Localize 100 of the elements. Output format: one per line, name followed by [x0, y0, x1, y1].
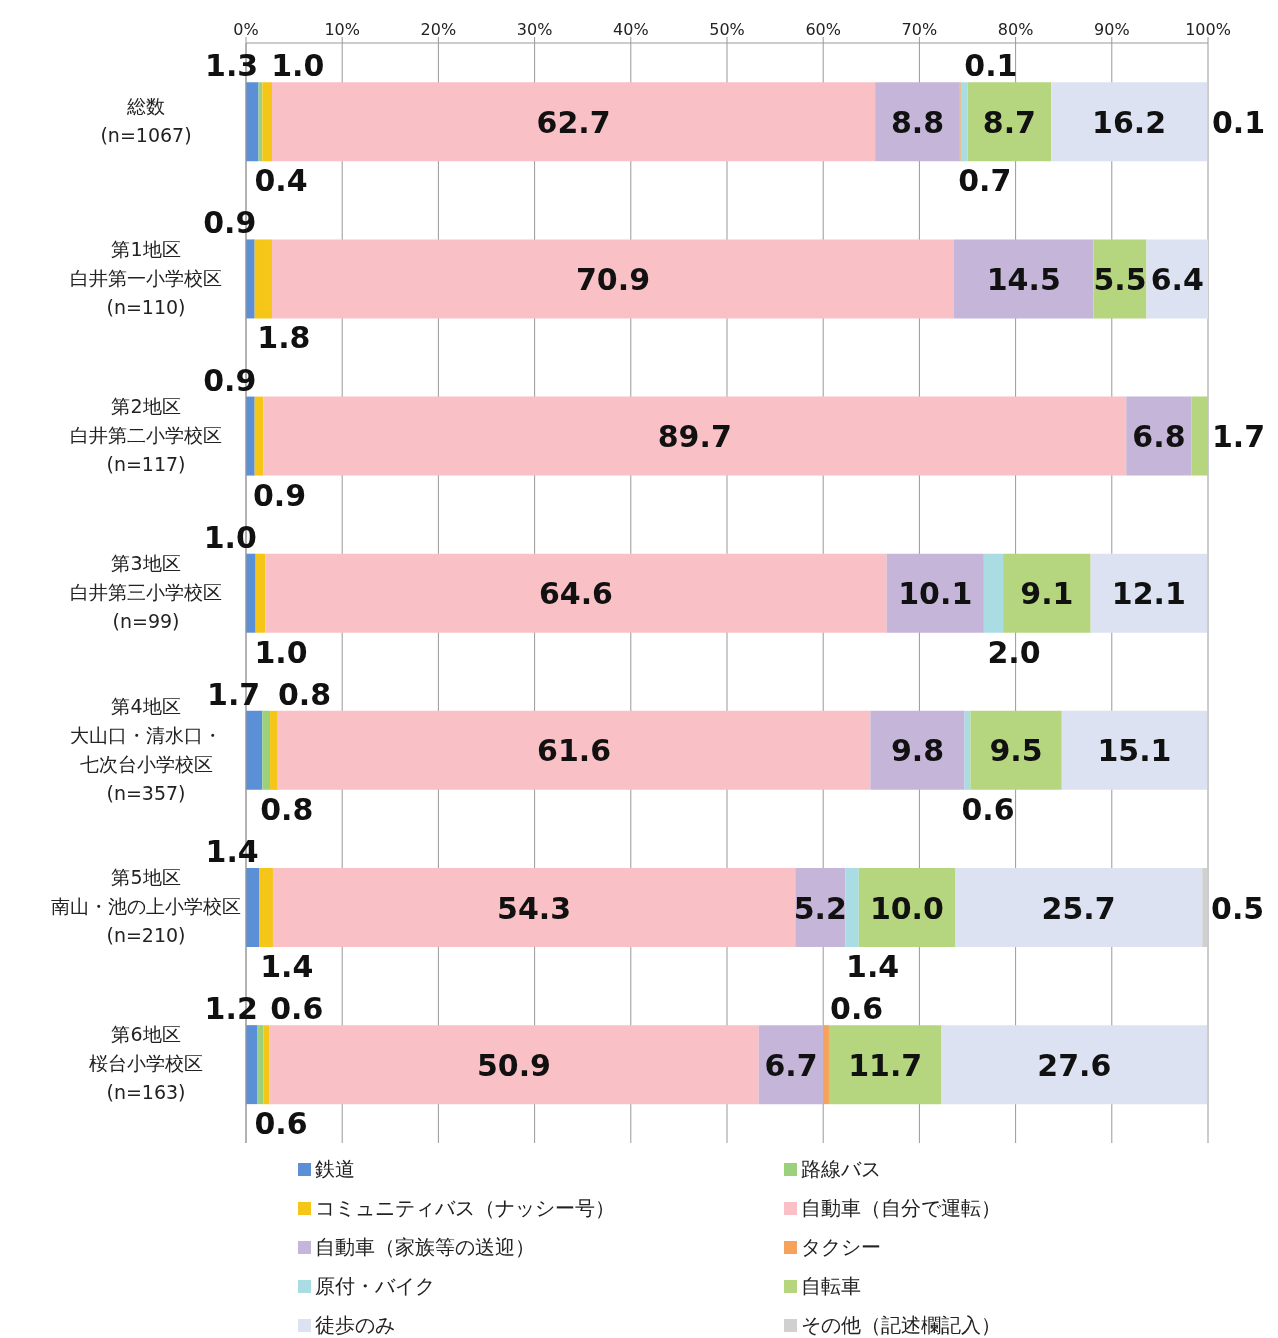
x-tick-label: 80%	[997, 20, 1034, 39]
data-label: 0.7	[958, 163, 1012, 199]
data-label: 0.6	[961, 791, 1015, 827]
bar	[983, 553, 1004, 633]
bar	[1061, 710, 1208, 790]
bar	[875, 82, 960, 162]
legend-label: 自転車	[801, 1273, 861, 1300]
bar	[271, 239, 955, 319]
data-label: 27.6	[1037, 1047, 1112, 1083]
bar	[870, 710, 965, 790]
data-label: 15.1	[1097, 733, 1172, 769]
y-tick-label: 第6地区桜台小学校区 (n=163)	[89, 1022, 203, 1103]
data-label: 70.9	[575, 261, 651, 297]
bar	[262, 82, 272, 162]
data-label: 89.7	[657, 419, 732, 455]
data-label: 8.8	[890, 104, 945, 140]
data-label: 0.8	[260, 791, 314, 827]
x-tick-label: 60%	[805, 20, 841, 39]
x-tick-label: 90%	[1094, 20, 1130, 39]
bar	[246, 553, 256, 633]
data-label: 2.0	[987, 634, 1041, 670]
bar	[1003, 553, 1091, 633]
legend-label: 自動車（自分で運転）	[801, 1195, 1001, 1222]
bar	[259, 868, 273, 947]
data-label: 62.7	[536, 104, 611, 140]
legend-label: 原付・バイク	[315, 1273, 435, 1300]
data-label: 61.6	[537, 733, 612, 769]
bar	[954, 868, 1203, 947]
data-label: 9.1	[1020, 576, 1074, 612]
bar	[1090, 553, 1208, 633]
bar	[823, 1025, 829, 1105]
data-label: 64.6	[538, 576, 613, 612]
bar	[255, 553, 266, 633]
x-tick-label: 100%	[1185, 20, 1231, 39]
data-label: 1.0	[254, 634, 308, 670]
legend-label: その他（記述欄記入）	[801, 1312, 1001, 1338]
data-label: 0.1	[964, 48, 1018, 84]
data-label: 54.3	[497, 890, 572, 926]
data-label: 14.5	[986, 261, 1061, 297]
data-label: 0.1	[1212, 104, 1266, 140]
data-label: 10.0	[869, 890, 944, 926]
bar	[246, 1025, 258, 1105]
data-label: 6.4	[1150, 261, 1204, 297]
bar	[269, 1025, 759, 1105]
data-label: 25.7	[1041, 890, 1116, 926]
bar	[1051, 82, 1208, 162]
bar	[246, 710, 263, 790]
bar	[960, 82, 968, 162]
data-label: 8.7	[982, 104, 1036, 140]
x-tick-label: 30%	[516, 20, 553, 39]
data-label: 1.4	[846, 949, 900, 984]
data-label: 6.8	[1132, 419, 1186, 455]
data-label: 0.4	[254, 163, 308, 199]
y-tick-label: 総数 (n=1067)	[100, 94, 192, 146]
data-label: 5.2	[793, 890, 847, 926]
data-label: 1.4	[260, 949, 314, 984]
legend-label: コミュニティバス（ナッシー号）	[315, 1195, 615, 1222]
bar	[263, 396, 1127, 476]
bar	[263, 1025, 270, 1105]
x-tick-label: 10%	[324, 20, 360, 39]
data-label: 1.2	[204, 991, 258, 1027]
bar	[270, 710, 278, 790]
data-label: 1.8	[257, 320, 311, 356]
data-label: 1.3	[205, 48, 259, 84]
data-label: 12.1	[1111, 576, 1186, 612]
bar	[941, 1025, 1208, 1105]
data-label: 16.2	[1092, 104, 1167, 140]
bar	[262, 710, 271, 790]
data-label: 0.5	[1211, 890, 1265, 926]
bar	[265, 553, 887, 633]
bar	[954, 239, 1094, 319]
legend-label: タクシー	[801, 1234, 881, 1261]
data-label: 1.0	[271, 48, 325, 84]
bar	[254, 396, 264, 476]
data-label: 9.5	[989, 733, 1043, 769]
data-label: 0.9	[252, 477, 307, 513]
x-tick-label: 20%	[420, 20, 457, 39]
x-tick-label: 40%	[613, 20, 649, 39]
bar	[1202, 868, 1208, 947]
bar	[271, 82, 876, 162]
bar	[828, 1025, 942, 1105]
legend-label: 徒歩のみ	[315, 1312, 395, 1338]
legend-label: 自動車（家族等の送迎）	[315, 1234, 535, 1261]
x-tick-label: 50%	[709, 20, 745, 39]
legend-label: 鉄道	[315, 1156, 355, 1183]
data-label: 10.1	[898, 576, 973, 612]
data-label: 11.7	[848, 1047, 923, 1083]
data-label: 50.9	[476, 1047, 551, 1083]
bar	[246, 396, 255, 476]
bar	[246, 239, 255, 319]
data-label: 9.8	[890, 733, 945, 769]
data-label: 1.7	[1212, 419, 1266, 455]
bar	[254, 239, 272, 319]
data-label: 0.6	[830, 991, 884, 1027]
data-label: 0.8	[277, 676, 332, 712]
bar	[272, 868, 796, 947]
data-label: 6.7	[764, 1047, 818, 1083]
bar	[845, 868, 859, 947]
data-label: 5.5	[1093, 261, 1147, 297]
x-tick-label: 70%	[901, 20, 938, 39]
